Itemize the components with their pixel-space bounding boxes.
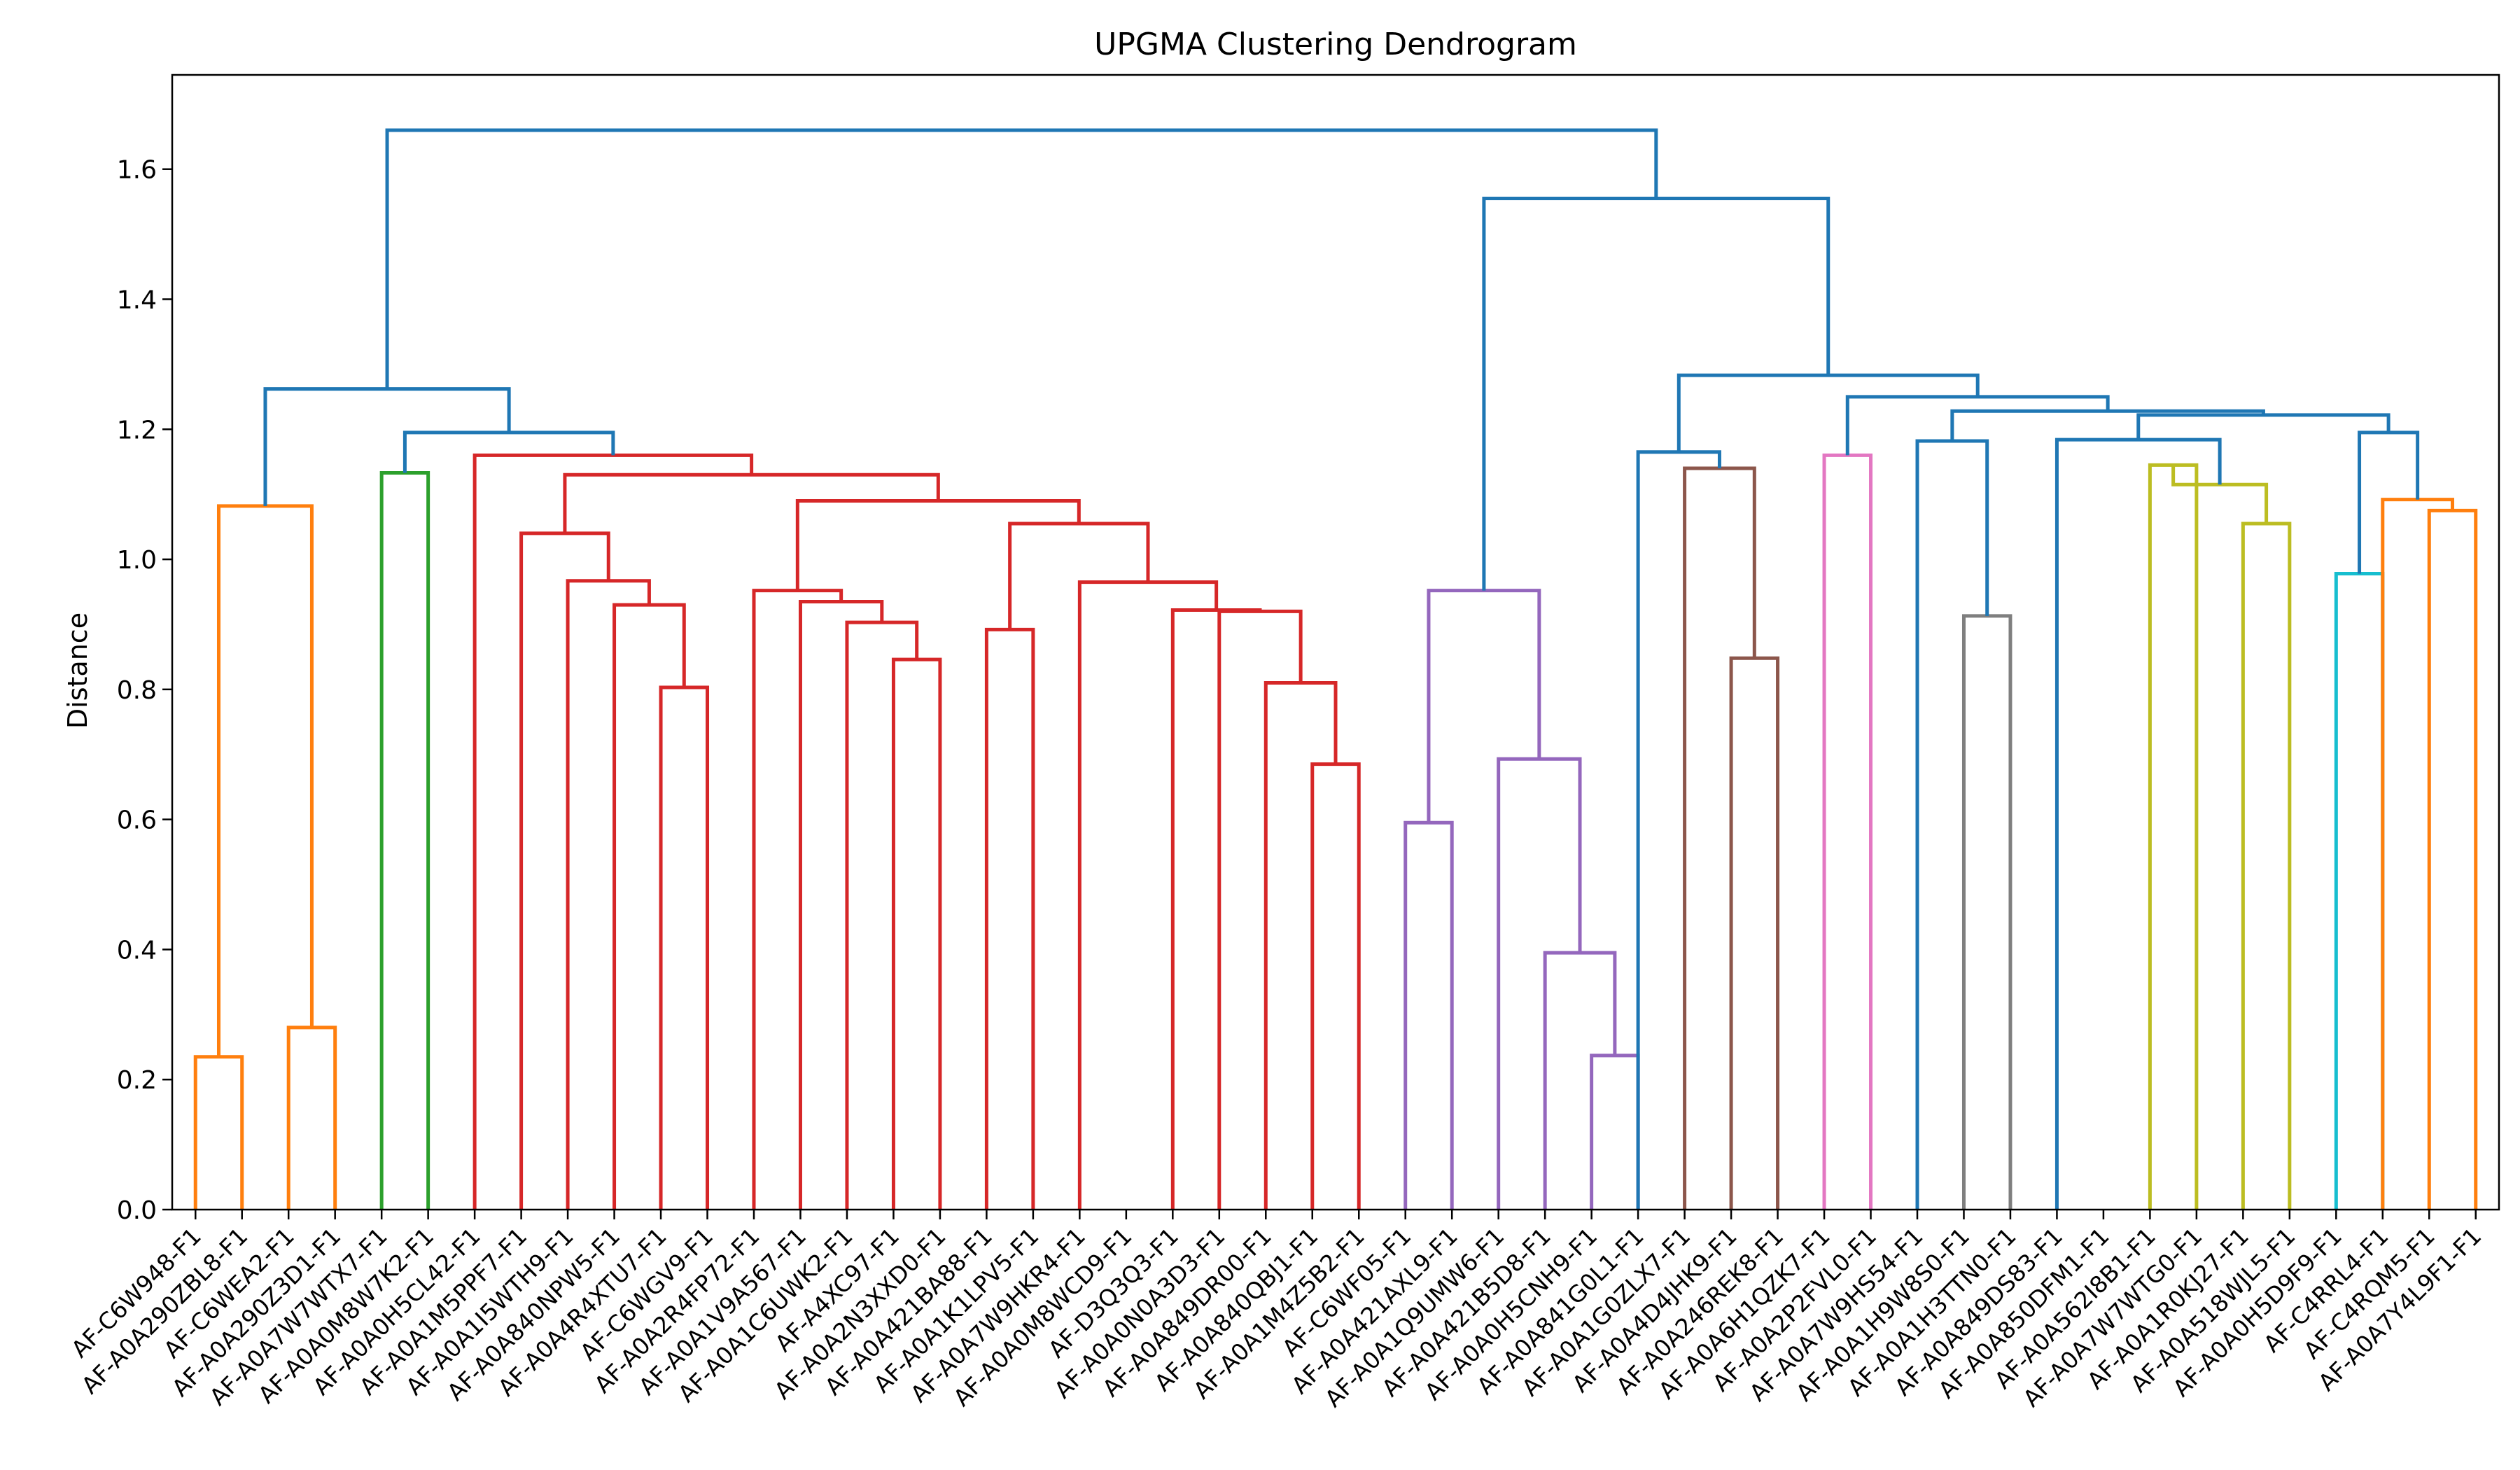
dendrogram-link <box>1729 656 1780 1210</box>
dendrogram-link <box>1543 951 1617 1210</box>
dendrogram-link <box>472 453 754 1210</box>
dendrogram-link <box>891 657 942 1210</box>
y-tick-label: 1.2 <box>117 416 157 444</box>
dendrogram-link <box>1482 196 1830 591</box>
dendrogram-link <box>798 599 884 1210</box>
dendrogram-link <box>1636 450 1721 1210</box>
dendrogram-link <box>1310 762 1361 1210</box>
dendrogram-link <box>402 430 615 473</box>
y-tick-label: 0.6 <box>117 806 157 835</box>
dendrogram-link <box>385 128 1658 389</box>
y-axis: 0.0 0.2 0.4 0.6 0.8 1.0 1.2 1.4 1.6 <box>117 156 172 1225</box>
dendrogram-link <box>519 531 610 1210</box>
x-axis: AF-C6W948-F1AF-A0A290ZBL8-F1AF-C6WEA2-F1… <box>66 1210 2486 1413</box>
dendrogram-link <box>193 1055 244 1210</box>
dendrogram-link <box>612 603 686 1210</box>
y-tick-label: 1.6 <box>117 156 157 185</box>
dendrogram-link <box>1264 681 1338 1210</box>
dendrogram-link <box>2427 508 2478 1210</box>
dendrogram-link <box>1404 820 1454 1210</box>
plot-frame <box>171 74 2500 1211</box>
dendrogram-link <box>659 685 710 1210</box>
dendrogram-link <box>286 1026 337 1210</box>
dendrogram-link <box>1008 522 1150 630</box>
dendrogram-link <box>1170 608 1262 1210</box>
y-tick-label: 0.4 <box>117 936 157 965</box>
dendrogram-link <box>1497 757 1582 1210</box>
y-tick-label: 1.4 <box>117 286 157 314</box>
chart-title: UPGMA Clustering Dendrogram <box>1094 27 1577 62</box>
dendrogram-link <box>2358 430 2420 574</box>
dendrogram-link <box>2241 522 2292 1210</box>
dendrogram-link <box>566 579 651 1210</box>
dendrogram-link <box>984 627 1035 1210</box>
dendrogram-link <box>1915 439 1989 1210</box>
dendrogram-link <box>2381 498 2455 1210</box>
y-tick-label: 1.0 <box>117 546 157 575</box>
dendrogram-link <box>1217 609 1303 1210</box>
dendrogram-link <box>845 620 919 1210</box>
dendrogram-link <box>1822 453 1873 1210</box>
dendrogram-link <box>563 472 940 533</box>
y-tick-label: 0.8 <box>117 676 157 705</box>
dendrogram-link <box>379 471 430 1210</box>
y-tick-label: 0.0 <box>117 1196 157 1225</box>
dendrogram-link <box>2334 571 2385 1210</box>
dendrogram-link <box>1845 395 2110 456</box>
dendrogram-link <box>1590 1054 1640 1210</box>
y-axis-label: Distance <box>62 612 93 729</box>
dendrogram-links <box>193 128 2478 1210</box>
dendrogram-link <box>1961 614 2012 1210</box>
dendrogram-link <box>216 504 314 1057</box>
y-tick-label: 0.2 <box>117 1066 157 1095</box>
dendrogram-link <box>795 498 1081 591</box>
dendrogram-link <box>1950 409 2265 441</box>
dendrogram-link <box>752 589 844 1210</box>
dendrogram-link <box>1683 466 1756 1210</box>
dendrogram-link <box>2148 463 2199 1210</box>
dendrogram-link <box>2136 413 2390 440</box>
dendrogram-link <box>263 387 511 506</box>
dendrogram-link <box>1077 580 1219 1210</box>
dendrogram-link <box>1427 589 1541 823</box>
